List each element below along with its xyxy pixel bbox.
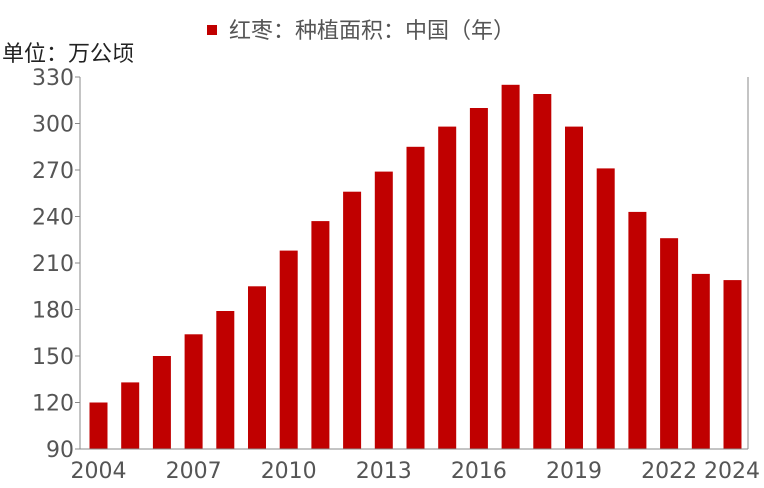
bar-2020 [596, 168, 615, 449]
x-tick-label-2013: 2013 [356, 459, 412, 484]
bar-2008 [216, 311, 235, 449]
x-tick-label-2016: 2016 [451, 459, 507, 484]
bars [89, 84, 742, 450]
y-tick-label-240: 240 [32, 206, 74, 231]
bar-2021 [628, 211, 647, 449]
y-tick-label-210: 210 [32, 252, 74, 277]
x-ticks: 2004 2007 2010 2013 2016 2019 2022 2024 [71, 459, 761, 484]
bar-2014 [406, 146, 425, 450]
bar-2012 [343, 191, 362, 449]
bar-2011 [311, 221, 330, 449]
bar-2007 [184, 334, 203, 449]
bar-2009 [248, 286, 266, 450]
bar-2005 [121, 382, 140, 449]
bar-2019 [565, 126, 583, 449]
y-tick-label-150: 150 [32, 345, 74, 370]
unit-label: 单位：万公顷 [2, 42, 134, 67]
y-tick-label-300: 300 [32, 113, 74, 138]
bar-2006 [152, 356, 171, 449]
legend: 红枣：种植面积：中国（年） [207, 19, 515, 44]
bar-2022 [660, 238, 679, 449]
bar-2024 [723, 280, 742, 449]
y-tick-label-120: 120 [32, 392, 74, 417]
bar-2017 [501, 84, 520, 450]
y-tick-label-180: 180 [32, 299, 74, 324]
legend-swatch [207, 25, 217, 35]
y-tick-label-90: 90 [46, 438, 74, 463]
bar-2023 [691, 273, 710, 449]
y-tick-label-330: 330 [32, 66, 74, 91]
x-tick-label-2022: 2022 [641, 459, 697, 484]
bar-2015 [438, 126, 457, 449]
y-ticks: 90 120 150 180 210 240 270 300 330 [32, 66, 80, 463]
bar-2010 [279, 250, 298, 449]
x-tick-label-2019: 2019 [546, 459, 602, 484]
x-tick-label-2004: 2004 [71, 459, 127, 484]
x-tick-label-2024: 2024 [704, 459, 760, 484]
bar-2018 [533, 94, 552, 449]
legend-label: 红枣：种植面积：中国（年） [229, 19, 515, 44]
x-tick-label-2010: 2010 [261, 459, 317, 484]
x-tick-label-2007: 2007 [166, 459, 222, 484]
bar-2016 [469, 108, 488, 449]
bar-2013 [374, 171, 393, 449]
y-tick-label-270: 270 [32, 159, 74, 184]
bar-2004 [89, 402, 108, 449]
